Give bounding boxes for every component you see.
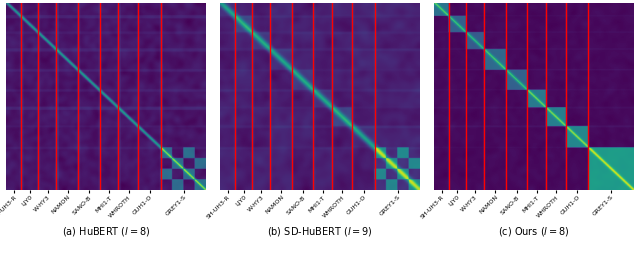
X-axis label: (b) SD-HuBERT ($l = 9$): (b) SD-HuBERT ($l = 9$) bbox=[267, 225, 373, 238]
X-axis label: (c) Ours ($l = 8$): (c) Ours ($l = 8$) bbox=[498, 225, 570, 238]
X-axis label: (a) HuBERT ($l = 8$): (a) HuBERT ($l = 8$) bbox=[62, 225, 150, 238]
